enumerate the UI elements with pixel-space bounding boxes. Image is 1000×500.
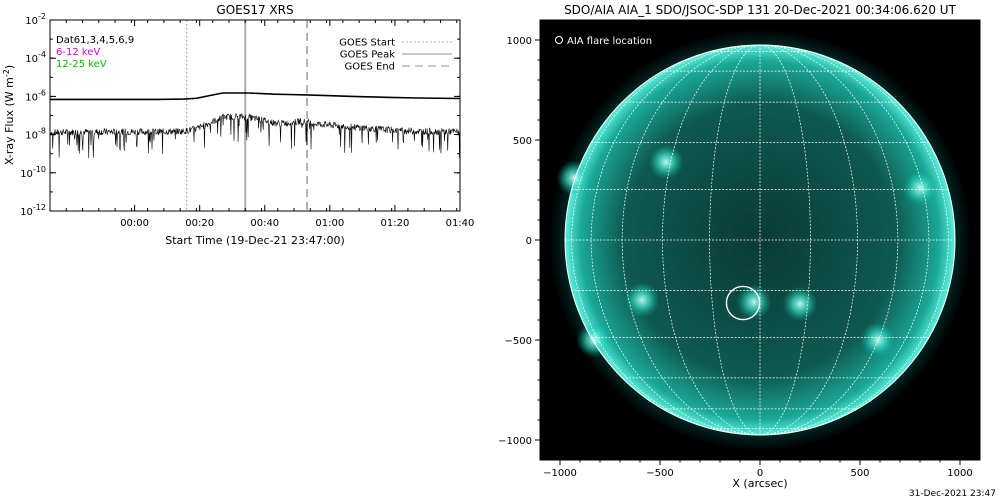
goes-x-tick-label: 00:40 xyxy=(250,218,279,229)
aia-x-tick-label: 0 xyxy=(757,468,763,479)
footer-timestamp: 31-Dec-2021 23:47 xyxy=(909,489,996,499)
longitude-line xyxy=(759,44,811,436)
goes-y-tick-label: 10-6 xyxy=(25,88,46,103)
aia-x-tick-label: −500 xyxy=(646,468,673,479)
goes-title: GOES17 XRS xyxy=(216,3,293,17)
goes-y-tick-label: 10-12 xyxy=(20,203,46,218)
active-region xyxy=(736,284,772,320)
longitude-line xyxy=(759,44,949,436)
active-region xyxy=(902,170,938,206)
aia-legend: AIA flare location xyxy=(555,36,652,47)
aia-x-axis: −1000 −500 0 500 1000 xyxy=(543,460,973,479)
goes-x-tick-label: 01:00 xyxy=(315,218,344,229)
solar-limb xyxy=(564,44,956,436)
goes-y-tick-label: 10-8 xyxy=(25,127,46,142)
goes-x-tick-label: 00:00 xyxy=(120,218,149,229)
aia-y-tick-label: 0 xyxy=(526,236,532,247)
goes-series xyxy=(50,92,460,159)
aia-y-tick-label: −1000 xyxy=(498,436,532,447)
aia-title: SDO/AIA AIA_1 SDO/JSOC-SDP 131 20-Dec-20… xyxy=(564,3,957,17)
goes-x-tick-label: 00:20 xyxy=(185,218,214,229)
goes-info-text: 6-12 keV xyxy=(56,47,100,58)
active-region xyxy=(556,160,592,196)
goes-short-channel-line xyxy=(50,112,460,159)
aia-x-tick-label: 500 xyxy=(850,468,869,479)
goes-info-text: 12-25 keV xyxy=(56,59,107,70)
goes-y-axis: 10-2 10-4 10-6 10-8 10-10 10-12 xyxy=(20,12,460,218)
goes-x-axis: 00:00 00:20 00:40 01:00 01:20 01:40 xyxy=(49,20,475,229)
longitude-line xyxy=(759,44,858,436)
active-region xyxy=(860,322,896,358)
active-region xyxy=(624,282,660,318)
aia-y-axis: −1000 −500 0 500 1000 xyxy=(498,36,540,447)
goes-x-tick-label: 01:40 xyxy=(446,218,475,229)
aia-x-axis-label: X (arcsec) xyxy=(732,477,787,490)
longitude-line xyxy=(571,44,761,436)
active-region xyxy=(782,286,818,322)
active-region xyxy=(648,144,684,180)
goes-plot-frame xyxy=(49,19,461,212)
active-regions xyxy=(556,144,938,358)
flare-legend-label: AIA flare location xyxy=(567,36,652,47)
goes-long-channel-line xyxy=(50,92,460,101)
goes-y-axis-label: X-ray Flux (W m-2) xyxy=(2,65,16,165)
goes-legend-label: GOES End xyxy=(345,62,395,73)
goes-legend-label: GOES Start xyxy=(339,38,395,49)
goes-x-tick-label: 01:20 xyxy=(381,218,410,229)
aia-y-tick-label: 1000 xyxy=(507,36,532,47)
aia-x-tick-label: 1000 xyxy=(947,468,972,479)
aia-x-tick-label: −1000 xyxy=(543,468,577,479)
longitude-line xyxy=(759,44,899,436)
goes-y-tick-label: 10-4 xyxy=(25,50,46,65)
goes-y-tick-label: 10-2 xyxy=(25,12,46,27)
aia-y-tick-label: 500 xyxy=(513,136,532,147)
aia-y-tick-label: −500 xyxy=(505,336,532,347)
goes-info-text: Dat61,3,4,5,6,9 xyxy=(56,35,134,46)
goes-x-axis-label: Start Time (19-Dec-21 23:47:00) xyxy=(165,234,345,247)
goes-legend-label: GOES Peak xyxy=(340,50,395,61)
longitude-line xyxy=(621,44,761,436)
aia-panel: SDO/AIA AIA_1 SDO/JSOC-SDP 131 20-Dec-20… xyxy=(498,3,981,490)
flare-location-circle xyxy=(725,285,761,321)
solar-disk xyxy=(565,45,955,435)
longitude-line xyxy=(709,44,761,436)
goes-y-tick-label: 10-10 xyxy=(20,165,46,180)
goes-event-markers xyxy=(186,20,308,211)
heliographic-grid xyxy=(565,44,955,436)
longitude-line xyxy=(662,44,761,436)
active-region xyxy=(576,322,612,358)
flare-legend-marker xyxy=(555,36,563,44)
